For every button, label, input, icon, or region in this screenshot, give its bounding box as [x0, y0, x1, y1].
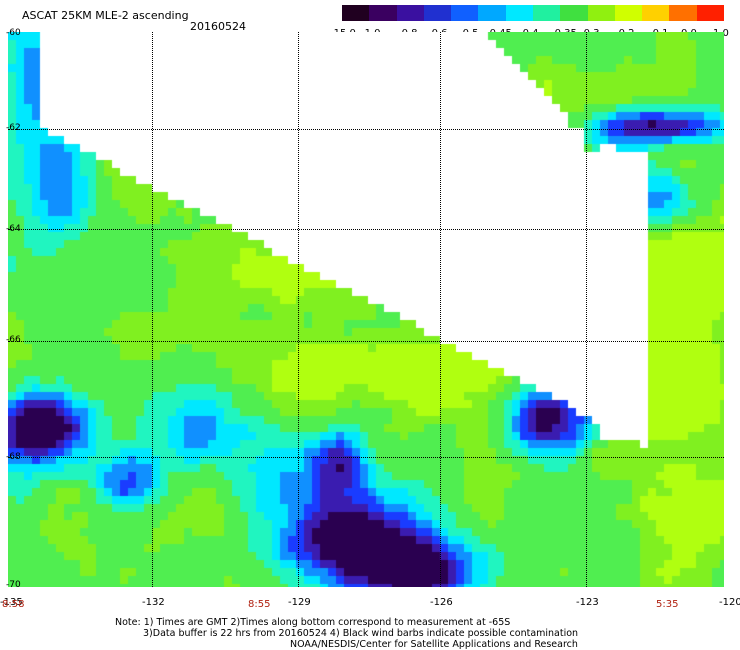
lon-label: -129 — [288, 597, 311, 608]
colorbar-segment — [560, 5, 589, 21]
lat-label: -70 — [6, 580, 21, 590]
colorbar-segment — [533, 5, 561, 21]
lat-label: -66 — [6, 335, 21, 345]
lon-label: -132 — [142, 597, 165, 608]
colorbar-segment — [587, 5, 616, 21]
lon-label: -120 — [719, 597, 740, 608]
lon-label: -126 — [430, 597, 453, 608]
time-label: 8:55 — [248, 599, 271, 610]
colorbar-segment — [614, 5, 643, 21]
colorbar-segment — [342, 5, 370, 21]
map-date: 20160524 — [190, 20, 246, 33]
lon-label: -123 — [576, 597, 599, 608]
colorbar — [342, 5, 725, 21]
note-line-1: Note: 1) Times are GMT 2)Times along bot… — [115, 617, 511, 628]
note-line-2: 3)Data buffer is 22 hrs from 20160524 4)… — [143, 628, 579, 639]
lat-label: -64 — [6, 224, 21, 234]
colorbar-segment — [669, 5, 698, 21]
wind-field-raster — [8, 32, 724, 587]
colorbar-segment — [369, 5, 398, 21]
colorbar-segment — [505, 5, 534, 21]
colorbar-segment — [423, 5, 452, 21]
lon-label: -135 — [0, 597, 23, 608]
map-title: ASCAT 25KM MLE-2 ascending — [22, 9, 189, 22]
map-plot-area — [8, 32, 724, 587]
time-label: 8:58 — [2, 599, 25, 610]
time-label: 5:35 — [656, 599, 679, 610]
colorbar-segment — [642, 5, 670, 21]
colorbar-segment — [451, 5, 479, 21]
lat-label: -62 — [6, 123, 21, 133]
colorbar-segment — [396, 5, 425, 21]
lat-label: -60 — [6, 28, 21, 38]
colorbar-segment — [696, 5, 725, 21]
lat-label: -68 — [6, 452, 21, 462]
note-line-3: NOAA/NESDIS/Center for Satellite Applica… — [290, 639, 578, 650]
colorbar-segment — [478, 5, 507, 21]
